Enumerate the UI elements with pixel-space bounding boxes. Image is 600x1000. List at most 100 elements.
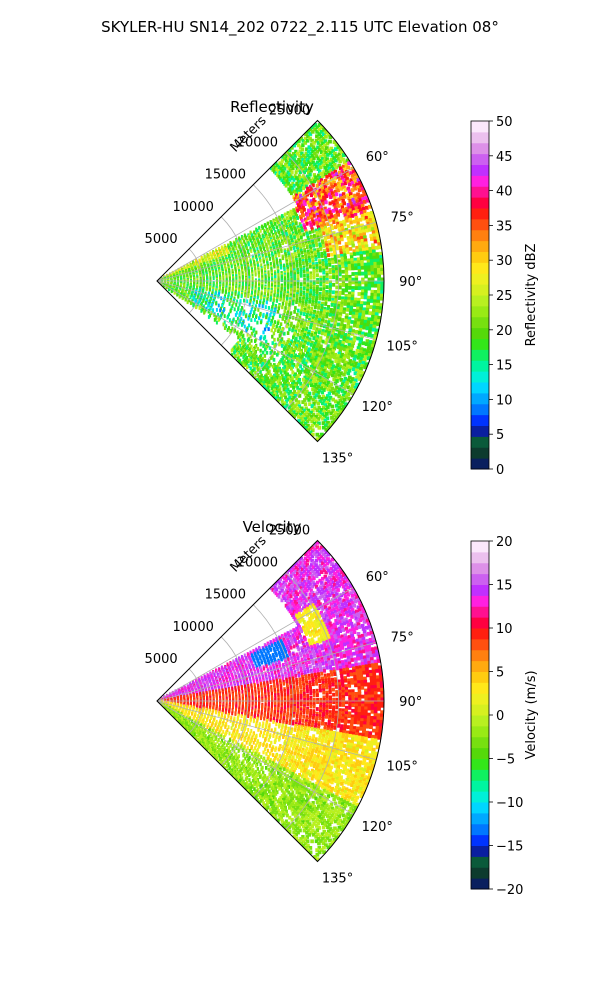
data-cell [287,376,291,381]
data-cell [342,372,346,377]
data-cell [347,368,352,373]
data-cell [305,346,308,350]
data-cell [261,304,264,309]
data-cell [307,329,311,334]
data-cell [322,292,325,296]
data-cell [296,178,300,182]
data-cell [363,265,368,270]
data-cell [343,390,348,395]
data-cell [308,297,312,302]
data-cell [303,155,308,160]
data-cell [352,338,356,343]
data-cell [323,223,327,228]
data-cell [370,283,375,288]
data-cell [348,208,353,213]
data-cell [360,295,364,299]
data-cell [373,239,378,244]
data-cell [298,300,302,305]
data-cell [289,389,293,394]
data-cell [377,315,382,320]
data-cell [330,171,335,176]
data-cell [364,274,368,279]
data-cell [346,203,351,207]
data-cell [305,419,310,424]
data-cell [312,141,316,145]
data-cell [249,361,252,366]
data-cell [327,216,331,221]
data-cell [233,355,236,360]
data-cell [339,326,343,330]
data-cell [295,327,298,332]
data-cell [309,235,313,239]
data-cell [315,423,319,428]
data-cell [335,280,339,285]
data-cell [337,301,341,306]
data-cell [289,378,293,382]
data-cell [318,410,322,415]
data-cell [247,289,250,293]
data-cell [337,333,341,338]
data-cell [345,247,350,252]
data-cell [312,269,316,273]
data-cell [236,260,239,265]
data-cell [295,187,299,192]
data-cell [369,305,373,309]
data-cell [309,147,313,152]
data-cell [355,182,359,187]
data-cell [256,358,260,362]
data-cell [360,292,365,297]
data-cell [361,271,365,276]
colorbar-tick-label: 40 [496,185,513,200]
data-cell [298,302,301,307]
data-cell [312,243,316,248]
data-cell [309,410,313,415]
data-cell [259,342,262,347]
colorbar-swatch [471,262,489,274]
data-cell [322,410,327,414]
data-cell [284,240,288,244]
colorbar-swatch [471,218,489,231]
data-cell [315,437,320,442]
data-cell [328,385,332,389]
data-cell [273,236,276,241]
data-cell [352,381,357,386]
data-cell [309,323,313,327]
data-cell [291,301,295,306]
data-cell [192,297,195,301]
data-cell [336,174,341,179]
data-cell [241,334,244,339]
data-cell [357,260,361,265]
data-cell [363,192,368,197]
data-cell [367,286,372,291]
colorbar-swatch [471,240,489,253]
data-cell [234,313,237,317]
data-cell [299,214,302,219]
data-cell [370,262,374,266]
data-cell [317,330,321,335]
data-cell [347,294,352,298]
data-cell [301,143,305,147]
data-cell [322,354,326,358]
data-cell [368,340,373,344]
data-cell [363,238,368,243]
data-cell [300,226,304,231]
data-cell [288,214,292,219]
data-cell [289,154,293,158]
data-cell [373,299,377,304]
data-cell [250,263,253,268]
data-cell [298,328,301,333]
data-cell [289,168,293,173]
data-cell [366,323,370,328]
data-cell [244,314,247,319]
data-cell [311,432,315,437]
data-cell [332,233,337,238]
data-cell [337,394,342,399]
data-cell [328,292,332,297]
data-cell [367,353,372,358]
data-cell [342,201,346,206]
data-cell [337,240,342,245]
data-cell [299,265,303,270]
data-cell [365,250,370,255]
data-cell [328,280,332,285]
data-cell [357,224,361,229]
